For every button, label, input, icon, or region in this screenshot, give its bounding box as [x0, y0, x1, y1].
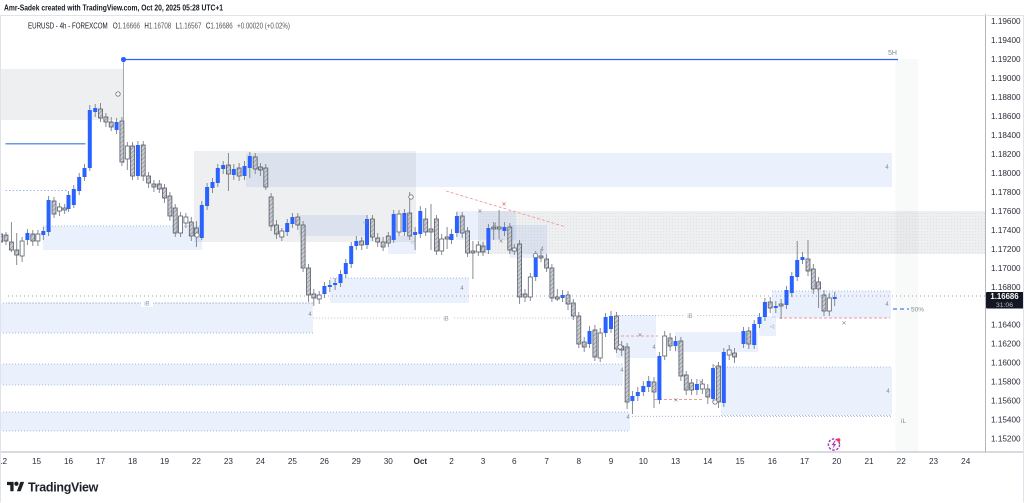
svg-text:15: 15 — [735, 457, 745, 466]
svg-text:3: 3 — [481, 457, 486, 466]
svg-text:1.18400: 1.18400 — [991, 131, 1021, 140]
svg-text:1.17600: 1.17600 — [991, 207, 1021, 216]
svg-text:✕: ✕ — [501, 202, 506, 208]
svg-text:◁: ◁ — [770, 324, 775, 330]
svg-text:4: 4 — [493, 223, 497, 229]
svg-text:1.16200: 1.16200 — [991, 340, 1021, 349]
svg-text:1.17400: 1.17400 — [991, 226, 1021, 235]
svg-text:26: 26 — [320, 457, 330, 466]
svg-text:✕: ✕ — [637, 333, 642, 339]
svg-text:1.19000: 1.19000 — [991, 74, 1021, 83]
svg-text:4: 4 — [540, 247, 544, 253]
svg-text:1.15600: 1.15600 — [991, 397, 1021, 406]
svg-text:12: 12 — [0, 457, 7, 466]
svg-text:50%: 50% — [911, 307, 924, 314]
svg-text:iB: iB — [443, 317, 448, 323]
svg-text:4: 4 — [885, 302, 889, 308]
svg-text:4: 4 — [885, 165, 889, 171]
svg-text:9: 9 — [609, 457, 614, 466]
svg-text:1.19600: 1.19600 — [991, 17, 1021, 26]
svg-text:14: 14 — [703, 457, 713, 466]
svg-text:✕: ✕ — [698, 380, 703, 386]
svg-text:22: 22 — [897, 457, 907, 466]
svg-text:✕: ✕ — [673, 398, 678, 404]
svg-text:17: 17 — [800, 457, 810, 466]
svg-text:✕: ✕ — [477, 209, 482, 215]
svg-text:16: 16 — [64, 457, 74, 466]
svg-text:✕: ✕ — [498, 239, 503, 245]
svg-text:1.18800: 1.18800 — [991, 93, 1021, 102]
svg-text:20: 20 — [832, 457, 842, 466]
svg-text:Amr-Sadek created with Trading: Amr-Sadek created with TradingView.com, … — [4, 4, 223, 13]
svg-text:1.18200: 1.18200 — [991, 150, 1021, 159]
svg-text:4: 4 — [886, 389, 890, 395]
svg-text:1.15800: 1.15800 — [991, 378, 1021, 387]
svg-text:1.18600: 1.18600 — [991, 112, 1021, 121]
svg-text:21: 21 — [864, 457, 874, 466]
svg-text:1.15400: 1.15400 — [991, 416, 1021, 425]
svg-text:iL: iL — [901, 418, 906, 425]
svg-text:4: 4 — [620, 368, 624, 374]
svg-text:29: 29 — [352, 457, 362, 466]
svg-text:23: 23 — [929, 457, 939, 466]
svg-text:1.16686: 1.16686 — [990, 292, 1019, 301]
svg-text:iB: iB — [687, 314, 692, 320]
svg-text:19: 19 — [160, 457, 170, 466]
svg-text:13: 13 — [671, 457, 681, 466]
svg-text:1.15200: 1.15200 — [991, 435, 1021, 444]
svg-text:30: 30 — [384, 457, 394, 466]
svg-text:Oct: Oct — [413, 457, 427, 466]
svg-text:7: 7 — [544, 457, 549, 466]
svg-text:1.19200: 1.19200 — [991, 55, 1021, 64]
svg-text:8: 8 — [577, 457, 582, 466]
svg-text:15: 15 — [32, 457, 42, 466]
svg-text:4: 4 — [652, 345, 656, 351]
svg-text:25: 25 — [288, 457, 298, 466]
svg-text:TradingView: TradingView — [28, 481, 99, 495]
svg-text:10: 10 — [639, 457, 649, 466]
svg-text:iB: iB — [144, 302, 149, 308]
svg-text:✕: ✕ — [841, 321, 846, 327]
svg-text:24: 24 — [961, 457, 971, 466]
svg-text:1.16400: 1.16400 — [991, 321, 1021, 330]
svg-text:16: 16 — [768, 457, 778, 466]
svg-text:1.19400: 1.19400 — [991, 36, 1021, 45]
svg-text:4: 4 — [308, 312, 312, 318]
svg-text:5H: 5H — [888, 50, 897, 57]
svg-text:18: 18 — [128, 457, 138, 466]
svg-text:24: 24 — [256, 457, 266, 466]
svg-text:6: 6 — [512, 457, 517, 466]
svg-text:1.17200: 1.17200 — [991, 245, 1021, 254]
svg-text:◁: ◁ — [411, 240, 416, 246]
svg-text:1.18000: 1.18000 — [991, 169, 1021, 178]
svg-text:23: 23 — [224, 457, 234, 466]
svg-text:4: 4 — [460, 286, 464, 292]
svg-text:17: 17 — [96, 457, 106, 466]
svg-text:2: 2 — [449, 457, 454, 466]
svg-text:22: 22 — [192, 457, 202, 466]
svg-text:1.17000: 1.17000 — [991, 264, 1021, 273]
svg-text:4: 4 — [626, 415, 630, 421]
svg-text:1.17800: 1.17800 — [991, 188, 1021, 197]
svg-text:✕: ✕ — [713, 365, 718, 371]
svg-text:1.16000: 1.16000 — [991, 359, 1021, 368]
svg-text:EURUSD - 4h - FOREXCOMO1.16666: EURUSD - 4h - FOREXCOMO1.16666H1.16708L1… — [28, 21, 290, 31]
svg-text:1.16800: 1.16800 — [991, 283, 1021, 292]
svg-text:31:06: 31:06 — [996, 302, 1013, 309]
svg-text:◁: ◁ — [363, 220, 368, 226]
